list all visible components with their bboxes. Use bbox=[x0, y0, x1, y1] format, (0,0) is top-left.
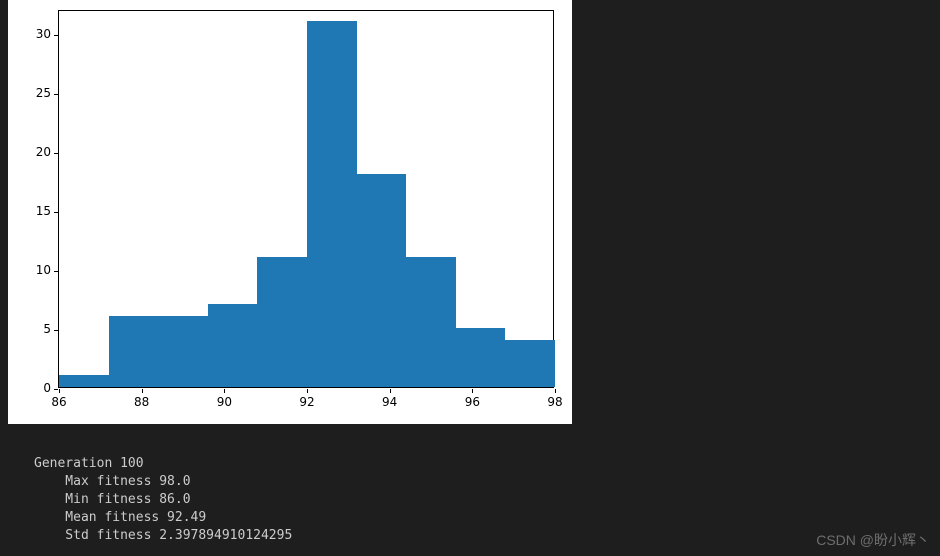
histogram-bar bbox=[357, 174, 407, 387]
console-line: Mean fitness 92.49 bbox=[34, 509, 292, 527]
ytick-mark bbox=[54, 35, 58, 36]
histogram-bar bbox=[208, 304, 258, 387]
histogram-bar bbox=[109, 316, 159, 387]
xtick-mark bbox=[472, 389, 473, 393]
xtick-mark bbox=[142, 389, 143, 393]
histogram-bar bbox=[505, 340, 555, 387]
xtick-label: 96 bbox=[465, 395, 480, 409]
ytick-label: 10 bbox=[25, 263, 51, 277]
xtick-mark bbox=[307, 389, 308, 393]
xtick-mark bbox=[390, 389, 391, 393]
xtick-label: 94 bbox=[382, 395, 397, 409]
ytick-mark bbox=[54, 212, 58, 213]
ytick-mark bbox=[54, 389, 58, 390]
xtick-mark bbox=[59, 389, 60, 393]
ytick-mark bbox=[54, 94, 58, 95]
xtick-label: 90 bbox=[217, 395, 232, 409]
histogram-plot: 05101520253086889092949698 bbox=[58, 10, 554, 388]
ytick-mark bbox=[54, 153, 58, 154]
console-line: Min fitness 86.0 bbox=[34, 491, 292, 509]
histogram-bar bbox=[257, 257, 307, 387]
histogram-bar bbox=[59, 375, 109, 387]
ytick-label: 5 bbox=[25, 322, 51, 336]
xtick-label: 86 bbox=[51, 395, 66, 409]
xtick-label: 98 bbox=[547, 395, 562, 409]
histogram-bar bbox=[406, 257, 456, 387]
console-output: Generation 100 Max fitness 98.0 Min fitn… bbox=[34, 455, 292, 545]
ytick-label: 20 bbox=[25, 145, 51, 159]
console-line: Std fitness 2.397894910124295 bbox=[34, 527, 292, 545]
histogram-bar bbox=[158, 316, 208, 387]
watermark-text: CSDN @盼小辉丶 bbox=[816, 530, 930, 550]
xtick-label: 88 bbox=[134, 395, 149, 409]
histogram-bar bbox=[307, 21, 357, 387]
console-line: Generation 100 bbox=[34, 455, 292, 473]
xtick-mark bbox=[555, 389, 556, 393]
xtick-mark bbox=[224, 389, 225, 393]
ytick-label: 15 bbox=[25, 204, 51, 218]
ytick-mark bbox=[54, 330, 58, 331]
ytick-label: 0 bbox=[25, 381, 51, 395]
histogram-bar bbox=[456, 328, 506, 387]
chart-card: 0 5 10 15 20 25 30 86 88 90 92 94 96 98 bbox=[8, 0, 572, 424]
ytick-label: 30 bbox=[25, 27, 51, 41]
xtick-label: 92 bbox=[299, 395, 314, 409]
ytick-label: 25 bbox=[25, 86, 51, 100]
console-line: Max fitness 98.0 bbox=[34, 473, 292, 491]
ytick-mark bbox=[54, 271, 58, 272]
